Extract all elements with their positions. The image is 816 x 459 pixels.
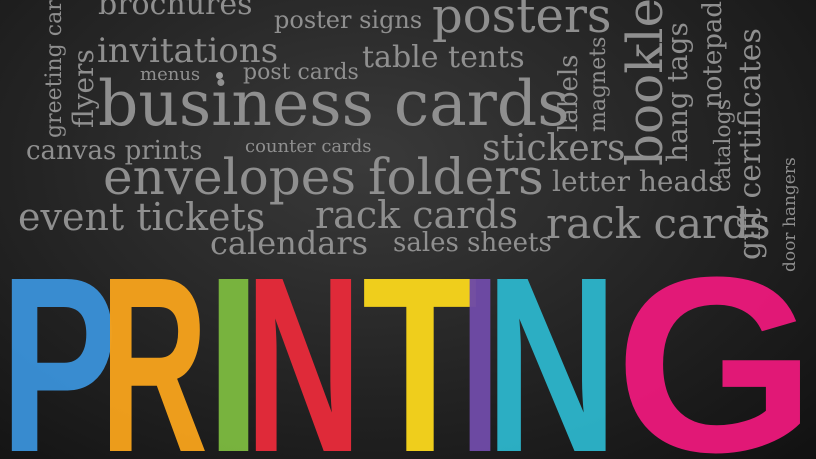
word-notepads: notepads bbox=[698, 0, 728, 108]
word-hang-tags: hang tags bbox=[661, 22, 694, 162]
headline-letter-i-3: I bbox=[205, 230, 262, 459]
word-canvas-prints: canvas prints bbox=[26, 136, 203, 166]
word-post-cards: post cards bbox=[243, 60, 359, 85]
headline-letter-n-7: N bbox=[485, 230, 618, 459]
word-magnets: magnets bbox=[586, 36, 611, 132]
word-event-tickets: event tickets bbox=[18, 195, 266, 239]
word-catalogs: catalogs bbox=[711, 98, 736, 192]
word-gift-certificates: gift certificates bbox=[733, 28, 768, 260]
word-posters: posters bbox=[432, 0, 612, 44]
word-rack-cards-right: rack cards bbox=[546, 199, 771, 248]
word-rack-cards-center: rack cards bbox=[315, 193, 519, 237]
headline-letter-t-5: T bbox=[362, 230, 478, 459]
word-business-cards: business cards bbox=[98, 67, 570, 140]
word-letter-heads: letter heads bbox=[552, 165, 723, 198]
headline-letter-i-6: I bbox=[460, 230, 500, 459]
word-labels: labels bbox=[554, 54, 584, 132]
word-envelopes: envelopes bbox=[103, 148, 356, 206]
word-menus: menus bbox=[140, 64, 201, 85]
headline-letter-r-2: R bbox=[100, 230, 208, 459]
word-poster-signs: poster signs bbox=[274, 6, 423, 34]
word-sales-sheets: sales sheets bbox=[393, 228, 552, 258]
word-flyers: flyers bbox=[67, 49, 100, 128]
word-brochures: brochures bbox=[98, 0, 253, 22]
word-folders: folders bbox=[368, 148, 544, 206]
bullet-dot bbox=[216, 72, 223, 79]
word-table-tents: table tents bbox=[362, 40, 525, 75]
word-greeting-cards: greeting cards bbox=[42, 0, 67, 138]
word-calendars: calendars bbox=[210, 224, 369, 262]
headline-letter-g-8: G bbox=[615, 230, 816, 459]
headline-letter-p-1: P bbox=[0, 230, 118, 459]
headline-letter-n-4: N bbox=[245, 230, 362, 459]
word-counter-cards: counter cards bbox=[245, 136, 372, 157]
word-invitations: invitations bbox=[97, 31, 279, 71]
word-stickers: stickers bbox=[482, 128, 626, 169]
